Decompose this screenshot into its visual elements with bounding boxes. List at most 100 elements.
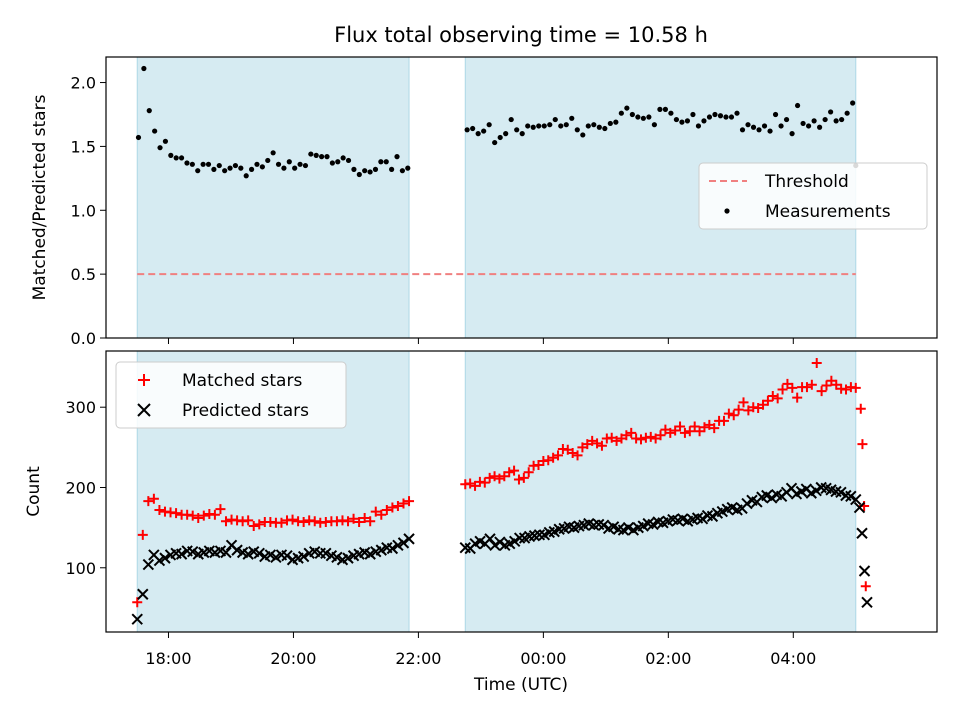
predicted-star-point bbox=[861, 596, 873, 609]
measurement-point bbox=[281, 165, 287, 171]
measurement-point bbox=[789, 131, 795, 137]
measurement-point bbox=[794, 102, 801, 109]
matched-star-point bbox=[309, 516, 320, 527]
predicted-star-point bbox=[508, 535, 521, 547]
measurement-point bbox=[195, 168, 201, 174]
measurement-point bbox=[690, 111, 696, 118]
x-axis-label: Time (UTC) bbox=[473, 675, 568, 695]
measurement-point bbox=[270, 150, 276, 156]
legend-label: Matched stars bbox=[182, 371, 302, 391]
matched-star-point bbox=[709, 423, 720, 434]
measurement-point bbox=[811, 118, 817, 124]
matched-star-point bbox=[572, 450, 583, 461]
measurement-point bbox=[761, 123, 768, 129]
matched-star-point bbox=[404, 496, 415, 507]
measurement-point bbox=[308, 151, 314, 157]
x-tick-label: 04:00 bbox=[770, 649, 816, 668]
measurement-point bbox=[146, 108, 152, 114]
predicted-star-point bbox=[696, 513, 709, 525]
measurement-point bbox=[470, 125, 476, 132]
measurement-point bbox=[580, 132, 586, 138]
predicted-star-point bbox=[853, 501, 866, 514]
measurement-point bbox=[486, 122, 492, 128]
predicted-star-point bbox=[706, 510, 719, 523]
measurement-point bbox=[508, 116, 514, 123]
measurement-point bbox=[378, 159, 384, 165]
matched-star-point bbox=[645, 431, 656, 442]
matched-star-point bbox=[772, 393, 783, 404]
matched-star-point bbox=[679, 427, 690, 438]
predicted-star-point bbox=[142, 558, 155, 571]
x-tick-label: 22:00 bbox=[395, 649, 441, 668]
measurement-point bbox=[734, 110, 740, 116]
matched-star-point bbox=[137, 529, 148, 540]
measurement-point bbox=[497, 134, 503, 141]
measurement-point bbox=[805, 123, 812, 129]
measurement-point bbox=[184, 160, 190, 166]
matched-star-point bbox=[381, 504, 392, 515]
predicted-star-point bbox=[741, 497, 753, 510]
predicted-star-point bbox=[845, 490, 857, 503]
matched-star-point bbox=[220, 516, 231, 527]
measurement-point bbox=[596, 124, 602, 130]
legend-box bbox=[115, 361, 347, 429]
matched-star-point bbox=[684, 426, 695, 437]
matched-star-point bbox=[484, 472, 495, 483]
measurement-point bbox=[405, 165, 411, 171]
legend-label: Predicted stars bbox=[182, 401, 309, 421]
matched-star-point bbox=[193, 512, 204, 523]
measurement-point bbox=[679, 119, 685, 125]
measurement-point bbox=[152, 128, 158, 134]
measurement-point bbox=[362, 168, 368, 174]
measurement-point bbox=[227, 165, 233, 171]
matched-star-point bbox=[738, 397, 749, 408]
measurement-point bbox=[745, 122, 751, 128]
measurement-point bbox=[345, 157, 352, 164]
matched-star-point bbox=[479, 477, 490, 488]
measurement-point bbox=[222, 168, 228, 174]
y-tick-label: 0.5 bbox=[71, 265, 96, 284]
observing-window-shade bbox=[464, 350, 857, 633]
plot-frame bbox=[105, 56, 938, 339]
measurement-point bbox=[514, 127, 520, 133]
measurement-point bbox=[756, 127, 762, 133]
predicted-star-point bbox=[810, 484, 822, 497]
matched-star-point bbox=[855, 403, 866, 414]
matched-star-point bbox=[675, 421, 686, 432]
measurement-point bbox=[640, 115, 646, 121]
measurement-point bbox=[383, 159, 389, 165]
matched-star-point bbox=[392, 500, 403, 511]
matched-star-point bbox=[365, 516, 376, 527]
measurement-point bbox=[367, 169, 373, 175]
matched-star-point bbox=[298, 517, 309, 528]
measurement-point bbox=[475, 131, 481, 137]
measurement-point bbox=[536, 123, 542, 129]
matched-star-point bbox=[398, 498, 409, 509]
measurement-point bbox=[618, 110, 624, 116]
y-tick-label: 1.0 bbox=[71, 201, 96, 220]
matched-star-point bbox=[154, 504, 165, 515]
matched-star-point bbox=[850, 382, 861, 393]
measurement-point bbox=[254, 161, 260, 167]
matched-star-point bbox=[523, 467, 534, 478]
predicted-star-point bbox=[253, 547, 265, 560]
y-axis-label: Count bbox=[24, 466, 44, 517]
matched-star-point bbox=[132, 597, 143, 608]
legend-matched-swatch bbox=[138, 374, 150, 386]
measurement-point bbox=[613, 119, 619, 125]
matched-star-point bbox=[148, 493, 159, 504]
y-axis-label: Matched/Predicted stars bbox=[30, 94, 50, 300]
matched-star-point bbox=[504, 467, 515, 478]
matched-star-point bbox=[626, 427, 637, 438]
matched-star-point bbox=[787, 382, 798, 393]
matched-star-point bbox=[143, 496, 154, 507]
measurement-point bbox=[723, 114, 729, 120]
measurement-point bbox=[739, 127, 746, 133]
predicted-star-point bbox=[494, 536, 506, 548]
measurement-point bbox=[684, 118, 691, 124]
predicted-star-point bbox=[850, 493, 862, 506]
measurement-point bbox=[828, 109, 834, 115]
matched-star-point bbox=[655, 430, 666, 441]
measurement-point bbox=[356, 171, 362, 178]
measurement-point bbox=[319, 154, 325, 160]
